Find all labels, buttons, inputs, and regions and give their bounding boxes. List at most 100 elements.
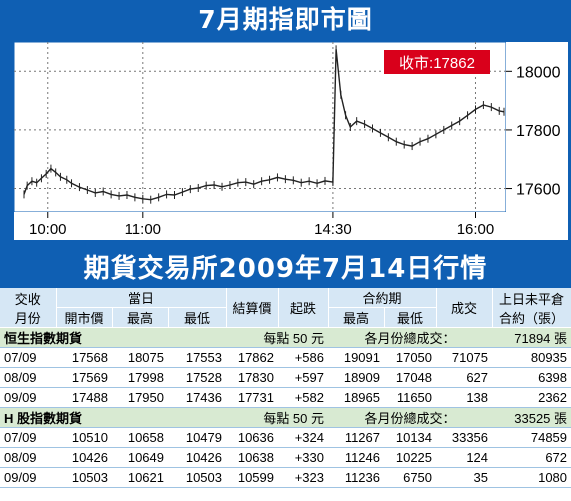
section-name: 恒生指數期貨: [0, 327, 168, 348]
table-cell: 10649: [112, 447, 168, 468]
table-row: 07/09 17568 18075 17553 17862 +586 19091 17050 7…: [0, 347, 571, 368]
section-row: 恒生指數期貨 每點 50 元各月份總成交： 71894 張: [0, 327, 571, 348]
table-cell: 10510: [56, 427, 112, 448]
table-row: 08/09 17569 17998 17528 17830 +597 18909 17048 6…: [0, 367, 571, 388]
table-cell: 138: [436, 387, 493, 408]
table-cell: 17436: [168, 387, 226, 408]
section-point-value: 每點 50 元: [168, 327, 328, 348]
table-row: 07/09 10510 10658 10479 10636 +324 11267 10134 3…: [0, 427, 571, 448]
y-tick-label: 17800: [516, 123, 561, 140]
table-cell: +330: [278, 447, 328, 468]
close-label: 收市:17862: [399, 55, 475, 72]
table-cell: +323: [278, 467, 328, 488]
table-cell: 33356: [436, 427, 493, 448]
table-cell: 10621: [112, 467, 168, 488]
x-tick-label: 11:00: [125, 221, 161, 238]
table-cell: 11246: [328, 447, 384, 468]
table-cell: 17731: [226, 387, 278, 408]
table-cell: +597: [278, 367, 328, 388]
table-cell: 10225: [384, 447, 437, 468]
header-volume: 成交: [436, 288, 493, 328]
table-cell: 10638: [226, 447, 278, 468]
table-cell: 18965: [328, 387, 384, 408]
table-cell: 10658: [112, 427, 168, 448]
table-cell: 17528: [168, 367, 226, 388]
header-low: 最低: [168, 307, 227, 328]
table-cell: 17568: [56, 347, 112, 368]
table-cell: 17830: [226, 367, 278, 388]
table-cell: 17862: [226, 347, 278, 368]
table-cell: 17048: [384, 367, 437, 388]
chart-panel: 17600 17800 18000 10:00 11:00 14:30 16:00 收市:…: [0, 36, 571, 244]
table-cell: 17569: [56, 367, 112, 388]
chart-title: 7月期指即市圖: [0, 0, 571, 36]
table-title: 期貨交易所2009年7月14日行情: [0, 244, 571, 288]
quote-table: 交收 月份 當日 結算價 起跌 合約期 成交 上日未平倉 合約（張） 開市價 最高 …: [0, 288, 571, 488]
table-cell: 1080: [492, 467, 571, 488]
section-name: H 股指數期貨: [0, 407, 168, 428]
table-cell: 10636: [226, 427, 278, 448]
table-cell: 18909: [328, 367, 384, 388]
table-row: 09/09 10503 10621 10503 10599 +323 11236 6750 35…: [0, 467, 571, 488]
table-cell: 08/09: [0, 447, 56, 468]
table-cell: 18075: [112, 347, 168, 368]
header-contract-high: 最高: [328, 307, 385, 328]
table-cell: 10479: [168, 427, 226, 448]
header-day: 當日: [56, 288, 227, 308]
table-cell: 17950: [112, 387, 168, 408]
x-axis-ticks: 10:00 11:00 14:30 16:00: [29, 212, 494, 238]
table-cell: 17050: [384, 347, 437, 368]
table-cell: 09/09: [0, 387, 56, 408]
header-contract-low: 最低: [384, 307, 437, 328]
section-total-value: 71894 張: [492, 327, 571, 348]
section-row: H 股指數期貨 每點 50 元各月份總成交： 33525 張: [0, 407, 571, 428]
table-cell: +324: [278, 427, 328, 448]
table-cell: 17488: [56, 387, 112, 408]
table-cell: 19091: [328, 347, 384, 368]
x-tick-label: 14:30: [314, 221, 352, 238]
table-row: 09/09 17488 17950 17436 17731 +582 18965 11650 1…: [0, 387, 571, 408]
table-cell: 11267: [328, 427, 384, 448]
y-tick-label: 18000: [516, 64, 561, 81]
table-cell: 672: [492, 447, 571, 468]
table-cell: 80935: [492, 347, 571, 368]
table-cell: +586: [278, 347, 328, 368]
table-cell: 627: [436, 367, 493, 388]
table-cell: 10503: [56, 467, 112, 488]
table-cell: 6750: [384, 467, 437, 488]
y-tick-label: 17600: [516, 182, 561, 199]
table-cell: 07/09: [0, 427, 56, 448]
table-cell: 2362: [492, 387, 571, 408]
table-cell: 07/09: [0, 347, 56, 368]
table-cell: 08/09: [0, 367, 56, 388]
table-cell: 17553: [168, 347, 226, 368]
y-axis-ticks: 17600 17800 18000: [506, 64, 561, 199]
table-cell: 71075: [436, 347, 493, 368]
section-total-value: 33525 張: [492, 407, 571, 428]
header-settle: 結算價: [226, 288, 279, 328]
section-point-value: 每點 50 元: [168, 407, 328, 428]
header-change: 起跌: [278, 288, 329, 328]
table-cell: 11650: [384, 387, 437, 408]
header-high: 最高: [112, 307, 169, 328]
section-total-label: 各月份總成交：: [328, 327, 493, 348]
intraday-chart: 17600 17800 18000 10:00 11:00 14:30 16:00 收市:…: [13, 41, 568, 240]
table-cell: 10503: [168, 467, 226, 488]
table-cell: +582: [278, 387, 328, 408]
table-cell: 09/09: [0, 467, 56, 488]
table-cell: 10134: [384, 427, 437, 448]
table-cell: 124: [436, 447, 493, 468]
table-cell: 11236: [328, 467, 384, 488]
table-cell: 74859: [492, 427, 571, 448]
table-cell: 17998: [112, 367, 168, 388]
price-series: [23, 45, 505, 204]
axis-area: [506, 42, 568, 212]
table-cell: 35: [436, 467, 493, 488]
table-cell: 10426: [56, 447, 112, 468]
header-contract: 合約期: [328, 288, 437, 308]
close-label-box: [384, 50, 490, 74]
header-open: 開市價: [56, 307, 113, 328]
table-row: 08/09 10426 10649 10426 10638 +330 11246 10225 1…: [0, 447, 571, 468]
quote-table-panel: 交收 月份 當日 結算價 起跌 合約期 成交 上日未平倉 合約（張） 開市價 最高 …: [0, 288, 571, 501]
x-tick-label: 16:00: [457, 221, 495, 238]
